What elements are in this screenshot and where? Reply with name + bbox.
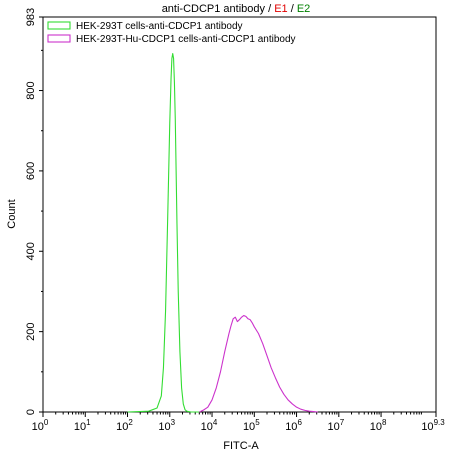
legend: HEK-293T cells-anti-CDCP1 antibody HEK-29… — [47, 21, 296, 45]
y-tick-label: 400 — [25, 242, 37, 260]
series-line-1 — [127, 53, 200, 413]
x-tick-base: 10 — [116, 421, 128, 433]
legend-label-1: HEK-293T cells-anti-CDCP1 antibody — [76, 21, 243, 32]
plot-area — [42, 16, 437, 413]
y-tick-label: 983 — [25, 8, 37, 26]
x-tick-label: 108 — [370, 418, 387, 433]
legend-swatch-1 — [47, 21, 71, 30]
x-tick-base: 10 — [158, 421, 170, 433]
chart-title: anti-CDCP1 antibody / E1 / E2 — [162, 3, 311, 15]
x-tick-base: 10 — [285, 421, 297, 433]
x-tick-base: 10 — [74, 421, 86, 433]
x-tick-exponent: 1 — [86, 418, 91, 427]
x-tick-label: 103 — [158, 418, 175, 433]
title-part-1: / — [268, 3, 274, 15]
x-tick-base: 10 — [327, 421, 339, 433]
x-tick-label: 102 — [116, 418, 133, 433]
title-part-0: anti-CDCP1 antibody — [162, 3, 268, 15]
y-tick-label: 200 — [25, 322, 37, 340]
x-tick-label: 101 — [74, 418, 91, 433]
y-tick-label: 0 — [25, 409, 37, 415]
x-tick-exponent: 3 — [171, 418, 176, 427]
x-tick-label: 106 — [285, 418, 302, 433]
x-tick-base: 10 — [370, 421, 382, 433]
title-part-4: E2 — [297, 3, 310, 15]
x-tick-base: 10 — [32, 421, 44, 433]
x-tick-base: 10 — [421, 421, 433, 433]
title-part-2: E1 — [274, 3, 287, 15]
x-axis: 100 101 102 103 104 105 106 107 108 109.3 — [32, 412, 445, 433]
x-tick-label: 100 — [32, 418, 49, 433]
series-line-2 — [199, 315, 318, 413]
x-tick-label: 104 — [201, 418, 218, 433]
y-axis-title: Count — [6, 199, 18, 228]
y-tick-label: 800 — [25, 81, 37, 99]
x-tick-label: 109.3 — [421, 418, 445, 433]
x-axis-title: FITC-A — [223, 440, 259, 452]
x-tick-exponent: 9.3 — [434, 418, 446, 427]
y-tick-label: 600 — [25, 162, 37, 180]
x-tick-label: 105 — [243, 418, 260, 433]
x-tick-exponent: 2 — [128, 418, 133, 427]
x-tick-exponent: 8 — [382, 418, 387, 427]
x-tick-exponent: 6 — [297, 418, 302, 427]
x-tick-exponent: 4 — [213, 418, 218, 427]
x-tick-label: 107 — [327, 418, 344, 433]
x-tick-exponent: 0 — [44, 418, 49, 427]
x-tick-base: 10 — [201, 421, 213, 433]
x-tick-exponent: 7 — [340, 418, 345, 427]
series-layer — [127, 53, 318, 413]
title-part-3: / — [288, 3, 297, 15]
plot-frame — [42, 16, 437, 413]
legend-label-2: HEK-293T-Hu-CDCP1 cells-anti-CDCP1 antib… — [76, 34, 296, 45]
x-tick-base: 10 — [243, 421, 255, 433]
x-tick-exponent: 5 — [255, 418, 260, 427]
legend-swatch-2 — [47, 34, 71, 43]
y-axis: 0 200 400 600 800 983 — [25, 8, 43, 415]
